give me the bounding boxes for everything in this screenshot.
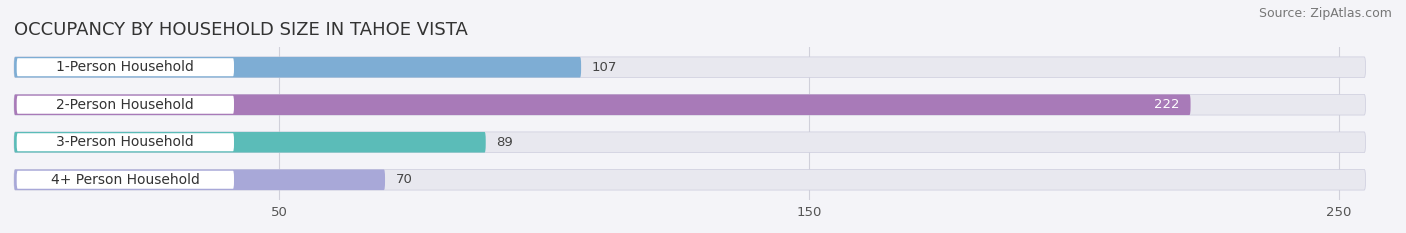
FancyBboxPatch shape: [17, 171, 233, 189]
Text: 222: 222: [1154, 98, 1180, 111]
FancyBboxPatch shape: [14, 132, 1365, 153]
FancyBboxPatch shape: [14, 94, 1191, 115]
Text: 70: 70: [395, 173, 412, 186]
FancyBboxPatch shape: [14, 94, 1365, 115]
Text: 4+ Person Household: 4+ Person Household: [51, 173, 200, 187]
Text: 1-Person Household: 1-Person Household: [56, 60, 194, 74]
FancyBboxPatch shape: [14, 132, 485, 153]
Text: 3-Person Household: 3-Person Household: [56, 135, 194, 149]
FancyBboxPatch shape: [14, 57, 1365, 78]
FancyBboxPatch shape: [17, 133, 233, 151]
Text: 89: 89: [496, 136, 513, 149]
Text: OCCUPANCY BY HOUSEHOLD SIZE IN TAHOE VISTA: OCCUPANCY BY HOUSEHOLD SIZE IN TAHOE VIS…: [14, 21, 468, 39]
FancyBboxPatch shape: [14, 169, 1365, 190]
FancyBboxPatch shape: [17, 96, 233, 114]
Text: 107: 107: [592, 61, 617, 74]
Text: 2-Person Household: 2-Person Household: [56, 98, 194, 112]
FancyBboxPatch shape: [14, 57, 581, 78]
FancyBboxPatch shape: [14, 169, 385, 190]
Text: Source: ZipAtlas.com: Source: ZipAtlas.com: [1258, 7, 1392, 20]
FancyBboxPatch shape: [17, 58, 233, 76]
